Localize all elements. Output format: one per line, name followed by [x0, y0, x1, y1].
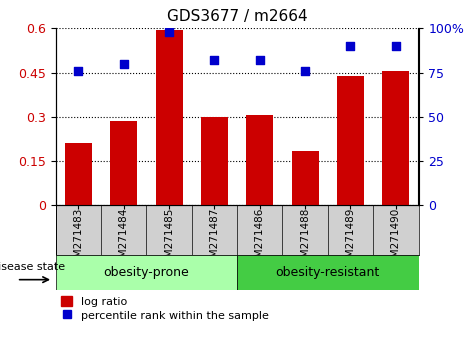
Point: [120, 61, 127, 67]
Point: [211, 57, 218, 63]
Bar: [110, 121, 137, 205]
Bar: [65, 143, 92, 205]
Text: GSM271488: GSM271488: [300, 208, 310, 271]
Text: GSM271483: GSM271483: [73, 208, 84, 271]
Bar: [201, 117, 228, 205]
Text: GSM271487: GSM271487: [209, 208, 219, 271]
Bar: [292, 151, 319, 205]
Point: [256, 57, 264, 63]
Bar: [155, 30, 183, 205]
Text: GSM271484: GSM271484: [119, 208, 129, 271]
Bar: [56, 255, 237, 290]
Point: [347, 43, 354, 49]
Text: GSM271486: GSM271486: [255, 208, 265, 271]
Bar: [246, 115, 273, 205]
Text: disease state: disease state: [0, 262, 65, 272]
Bar: [382, 71, 409, 205]
Point: [75, 68, 82, 74]
Text: GSM271489: GSM271489: [345, 208, 356, 271]
Text: GSM271485: GSM271485: [164, 208, 174, 271]
Text: GSM271490: GSM271490: [391, 208, 401, 271]
Legend: log ratio, percentile rank within the sample: log ratio, percentile rank within the sa…: [61, 296, 269, 321]
Point: [392, 43, 399, 49]
Text: obesity-resistant: obesity-resistant: [276, 266, 380, 279]
Point: [301, 68, 309, 74]
Point: [166, 29, 173, 35]
Bar: [237, 255, 418, 290]
Title: GDS3677 / m2664: GDS3677 / m2664: [167, 9, 307, 24]
Text: obesity-prone: obesity-prone: [104, 266, 189, 279]
Bar: [337, 75, 364, 205]
